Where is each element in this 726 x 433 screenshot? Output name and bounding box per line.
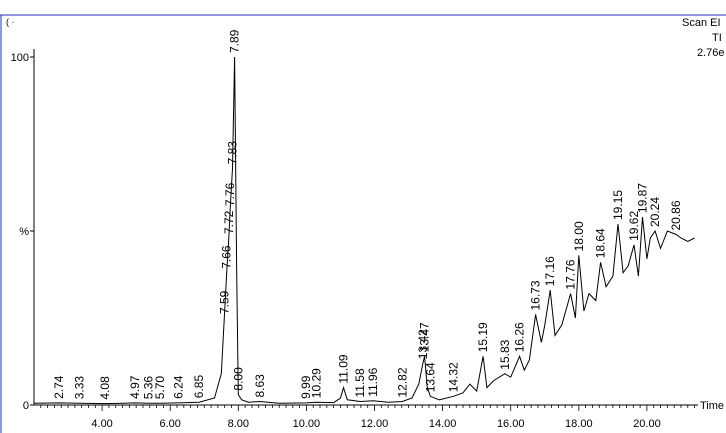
x-tick-label: 18.00 (565, 418, 593, 430)
peak-label: 11.58 (353, 368, 367, 397)
chromatogram-trace-line (33, 56, 695, 405)
peak-label: 5.36 (141, 376, 155, 400)
peak-label: 13.47 (418, 322, 432, 352)
peak-label: 20.86 (669, 200, 683, 230)
peak-label: 19.62 (627, 211, 641, 241)
axes-group: 100% 0 4.00 6.00 8.00 10.00 12.00 14.00 16.00 18.… (11, 49, 724, 430)
peak-labels-group: 2.74 3.33 4.08 4.97 5.365.70 6.24 6.85 7.59 7.66… (52, 29, 683, 399)
peak-label: 4.08 (98, 376, 112, 400)
trace-group (33, 56, 695, 405)
x-tick-label: 16.00 (497, 418, 525, 430)
peak-label: 7.66 (220, 245, 234, 269)
peak-label: 7.76 (223, 182, 237, 206)
peak-label: 17.16 (543, 256, 557, 286)
x-axis-title: Time (700, 400, 724, 412)
peak-label: 7.59 (217, 290, 231, 314)
peak-label: 2.74 (52, 375, 66, 399)
peak-label: 18.64 (594, 228, 608, 258)
peak-label: 6.85 (192, 375, 206, 399)
peak-label: 19.87 (636, 183, 650, 213)
peak-label: 15.83 (498, 339, 512, 369)
x-tick-label: 14.00 (429, 418, 457, 430)
scan-label: Scan EI (682, 17, 721, 29)
peak-label: 7.89 (228, 29, 242, 53)
y-tick-label: % (19, 226, 29, 238)
peak-label: 18.00 (572, 221, 586, 251)
peak-label: 6.24 (171, 375, 185, 399)
peak-label: 16.26 (513, 322, 527, 352)
peak-label: 13.64 (423, 362, 437, 392)
x-tick-label: 10.00 (293, 418, 321, 430)
peak-label: 10.29 (309, 368, 323, 398)
peak-label: 3.33 (72, 376, 86, 400)
peak-label: 4.97 (128, 375, 142, 399)
x-tick-label: 20.00 (633, 418, 661, 430)
peak-label: 13.42 (416, 329, 430, 359)
peak-label: 11.96 (366, 367, 380, 396)
peak-label: 8.63 (253, 374, 267, 398)
peak-label: 7.72 (222, 210, 236, 234)
peak-label: 16.73 (529, 280, 543, 310)
peak-label: 7.83 (226, 141, 240, 165)
y-tick-label: 100 (11, 52, 29, 64)
peak-label: 19.15 (611, 190, 625, 220)
corner-mark: ( · (6, 17, 15, 27)
peak-label: 11.09 (337, 354, 351, 383)
x-tick-label: 8.00 (228, 418, 249, 430)
peak-label: 15.19 (476, 322, 490, 352)
x-tick-label: 6.00 (159, 418, 180, 430)
peak-label: 8.00 (231, 367, 245, 391)
peak-label: 20.24 (648, 197, 662, 227)
x-tick-label: 4.00 (91, 418, 112, 430)
peak-label: 17.76 (564, 259, 578, 289)
intensity-label: 2.76e (697, 47, 725, 59)
peak-label: 5.70 (153, 376, 167, 400)
x-tick-label: 12.00 (361, 418, 389, 430)
y-tick-label: 0 (23, 400, 29, 412)
peak-label: 9.99 (299, 375, 313, 399)
peak-label: 14.32 (447, 362, 461, 392)
peak-label: 12.82 (395, 367, 409, 397)
tic-label: TI (712, 32, 722, 44)
